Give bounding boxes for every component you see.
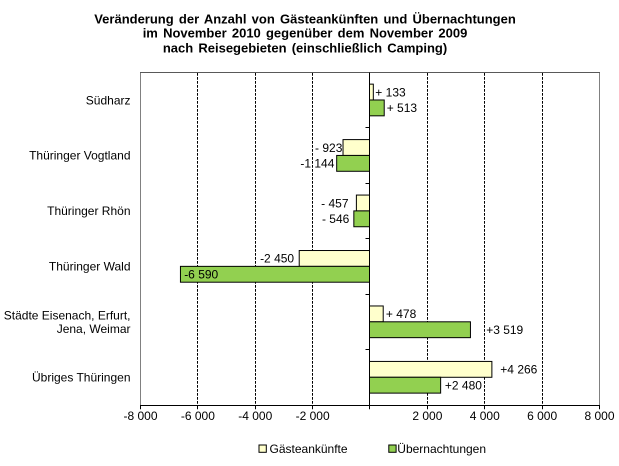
svg-text:Thüringer Rhön: Thüringer Rhön (47, 204, 130, 218)
svg-text:- 457: - 457 (321, 196, 349, 210)
svg-text:6 000: 6 000 (527, 409, 557, 423)
svg-text:8 000: 8 000 (584, 409, 614, 423)
svg-text:+4 266: +4 266 (500, 363, 537, 377)
svg-text:-2 000: -2 000 (296, 409, 330, 423)
svg-text:Südharz: Südharz (86, 93, 131, 107)
svg-text:- 923: - 923 (315, 141, 343, 155)
svg-text:Thüringer Wald: Thüringer Wald (49, 260, 131, 274)
svg-text:-2 450: -2 450 (260, 252, 294, 266)
svg-text:Städte Eisenach, Erfurt,: Städte Eisenach, Erfurt, (4, 308, 131, 322)
svg-text:+2 480: +2 480 (445, 379, 482, 393)
svg-text:Gästeankünfte: Gästeankünfte (270, 442, 348, 456)
svg-text:Übriges Thüringen: Übriges Thüringen (32, 371, 131, 385)
svg-text:-8 000: -8 000 (123, 409, 157, 423)
svg-text:+ 478: + 478 (386, 307, 417, 321)
svg-text:-6 000: -6 000 (181, 409, 215, 423)
svg-text:Übernachtungen: Übernachtungen (397, 442, 486, 456)
svg-text:Thüringer Vogtland: Thüringer Vogtland (29, 149, 130, 163)
svg-text:im November 2010 gegenüber: im November 2010 gegenüber dem November … (143, 25, 468, 40)
svg-text:Jena, Weimar: Jena, Weimar (57, 322, 131, 336)
svg-text:-6 590: -6 590 (184, 268, 218, 282)
svg-text:Veränderung der Anzahl von: Veränderung der Anzahl von Gästeankünfte… (94, 11, 516, 26)
svg-text:+3 519: +3 519 (486, 323, 523, 337)
svg-text:nach Reisegebieten (einschli: nach Reisegebieten (einschließlich Campi… (163, 40, 447, 55)
svg-text:-4 000: -4 000 (238, 409, 272, 423)
svg-text:2 000: 2 000 (412, 409, 442, 423)
svg-text:- 546: - 546 (322, 212, 350, 226)
svg-text:4 000: 4 000 (470, 409, 500, 423)
svg-text:+ 513: + 513 (387, 101, 418, 115)
svg-text:+ 133: + 133 (375, 85, 406, 99)
svg-text:-1 144: -1 144 (300, 157, 334, 171)
